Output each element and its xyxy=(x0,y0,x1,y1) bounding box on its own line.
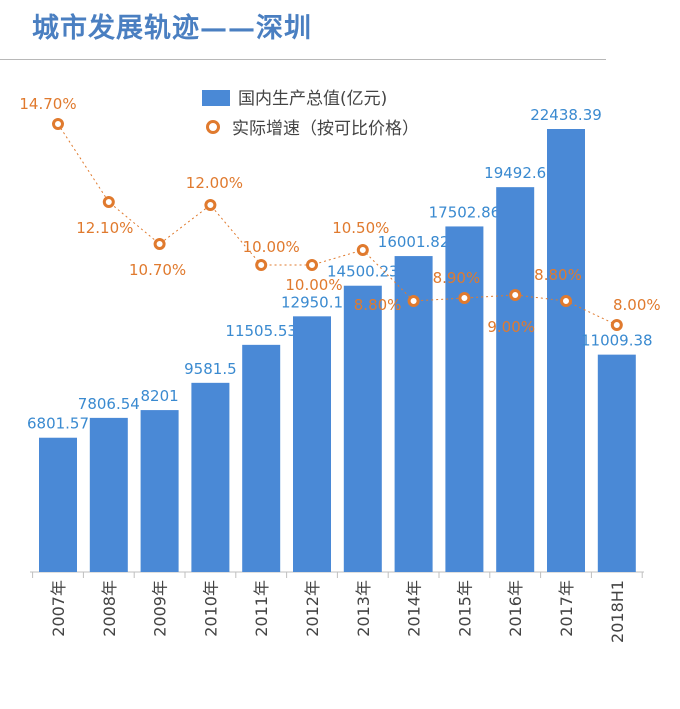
legend-item-growth: 实际增速（按可比价格） xyxy=(206,114,419,139)
gdp-value-label: 22438.39 xyxy=(530,106,602,124)
x-tick-label: 2008年 xyxy=(100,580,119,637)
growth-value-label: 8.00% xyxy=(613,296,661,314)
growth-point xyxy=(509,289,522,301)
x-tick-label: 2018H1 xyxy=(608,580,627,643)
growth-value-label: 9.00% xyxy=(487,318,535,336)
gdp-bar xyxy=(140,410,179,572)
x-tick-label: 2014年 xyxy=(405,580,424,637)
gdp-bar xyxy=(547,129,585,572)
gdp-value-label: 12950.1 xyxy=(281,293,343,311)
growth-value-label: 10.00% xyxy=(243,238,300,256)
gdp-bar xyxy=(445,226,484,572)
gdp-value-label: 8201 xyxy=(141,387,179,405)
growth-point xyxy=(52,118,64,130)
x-tick-label: 2015年 xyxy=(455,580,474,637)
x-tick-label: 2017年 xyxy=(557,580,576,637)
growth-value-label: 8.80% xyxy=(354,296,402,314)
growth-value-label: 10.00% xyxy=(285,276,342,294)
legend-label: 实际增速（按可比价格） xyxy=(232,119,419,139)
growth-value-label: 12.10% xyxy=(76,219,133,237)
growth-point xyxy=(610,319,623,331)
growth-point xyxy=(407,295,420,307)
legend-label: 国内生产总值(亿元) xyxy=(238,89,388,109)
gdp-value-label: 16001.82 xyxy=(378,233,450,251)
growth-point xyxy=(306,259,318,271)
growth-point xyxy=(204,199,217,211)
gdp-value-label: 9581.5 xyxy=(184,360,237,378)
gdp-bar xyxy=(597,354,636,572)
gdp-bar xyxy=(293,316,331,572)
growth-value-label: 14.70% xyxy=(19,95,76,113)
legend-item-gdp: 国内生产总值(亿元) xyxy=(202,84,387,109)
growth-point xyxy=(102,196,115,208)
growth-point xyxy=(255,259,268,271)
growth-point xyxy=(560,295,572,307)
growth-value-label: 10.70% xyxy=(129,261,186,279)
page-title: 城市发展轨迹——深圳 xyxy=(32,13,312,44)
legend-marker-circle xyxy=(206,120,220,134)
x-tick-label: 2016年 xyxy=(506,580,525,637)
x-tick-label: 2013年 xyxy=(354,580,373,637)
gdp-value-label: 7806.54 xyxy=(78,395,140,413)
gdp-bar xyxy=(191,382,230,572)
growth-value-label: 10.50% xyxy=(332,219,389,237)
x-tick-label: 2011年 xyxy=(252,580,271,637)
gdp-value-label: 11009.38 xyxy=(581,332,653,350)
gdp-value-label: 17502.86 xyxy=(429,203,501,221)
gdp-bar xyxy=(39,437,77,572)
gdp-value-label: 14500.23 xyxy=(327,263,399,281)
gdp-value-label: 19492.6 xyxy=(484,164,546,182)
x-tick-label: 2009年 xyxy=(151,580,170,637)
growth-point xyxy=(153,238,166,250)
gdp-bar xyxy=(394,256,433,572)
growth-point xyxy=(356,244,369,256)
x-tick-label: 2007年 xyxy=(49,580,68,637)
legend-swatch-bar xyxy=(202,90,230,106)
gdp-value-label: 6801.57 xyxy=(27,415,89,433)
gdp-bar xyxy=(496,187,535,573)
gdp-value-label: 11505.53 xyxy=(225,322,297,340)
growth-value-label: 8.80% xyxy=(534,266,582,284)
gdp-bar xyxy=(242,344,281,572)
growth-point xyxy=(458,292,471,304)
gdp-bar xyxy=(89,417,128,572)
gdp-bar xyxy=(343,285,382,572)
growth-value-label: 8.90% xyxy=(433,269,481,287)
growth-value-label: 12.00% xyxy=(186,174,243,192)
x-tick-label: 2010年 xyxy=(201,580,220,637)
title-divider xyxy=(0,59,606,60)
x-tick-label: 2012年 xyxy=(303,580,322,637)
